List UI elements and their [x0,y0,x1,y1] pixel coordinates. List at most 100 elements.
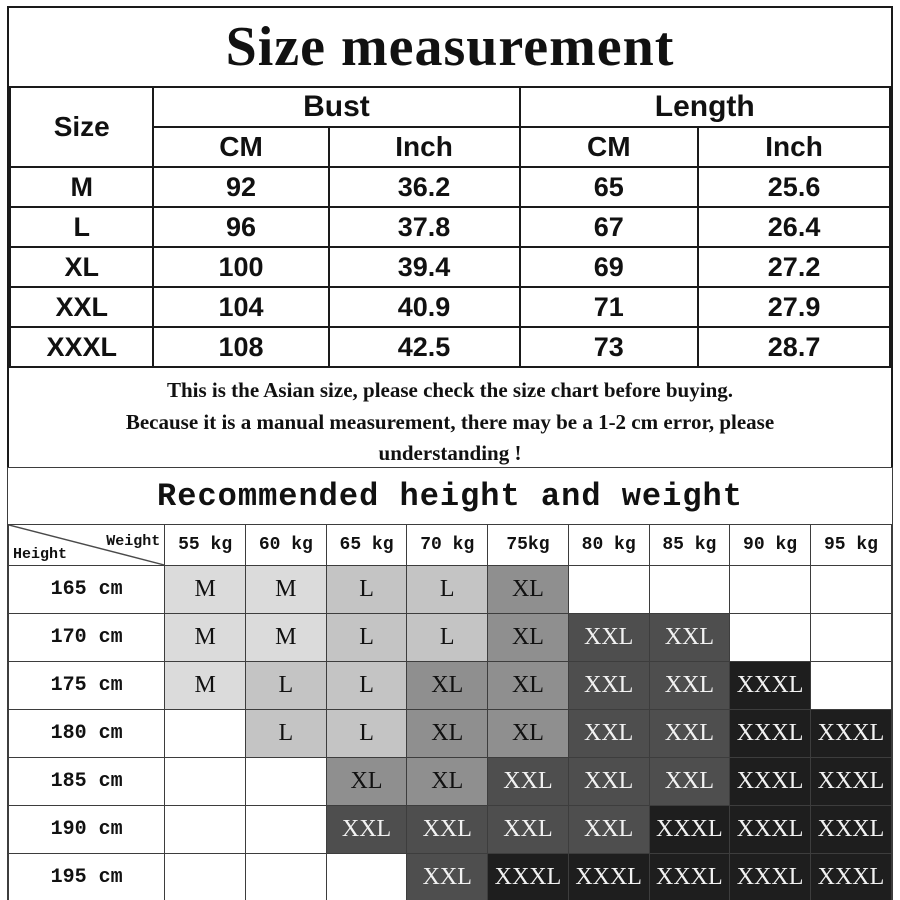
size-label: XXL [8,286,155,328]
measurement-cell: 40.9 [327,286,521,328]
fit-row: 195 cm XXL XXXL XXXL XXXL XXXL XXXL [7,853,893,900]
bust-group-header: Bust [152,86,521,128]
fit-cell: XXL [567,805,650,854]
measurement-cell: 96 [152,206,330,248]
fit-cell: XXXL [809,853,893,900]
fit-cell: L [325,613,408,662]
note-line: understanding ! [378,441,522,465]
fit-guide-panel: Recommended height and weight Weight Hei… [7,467,893,900]
weight-axis-label: Weight [106,533,161,550]
table-row: XL 100 39.4 69 27.2 [8,246,891,288]
length-inch-header: Inch [697,126,891,168]
fit-cell: XXXL [567,853,650,900]
unit-header-row: CM Inch CM Inch [10,126,891,168]
fit-cell [164,853,246,900]
fit-row: 170 cm M M L L XL XXL XXL [7,613,893,662]
bust-cm-header: CM [152,126,330,168]
fit-cell: XXXL [487,853,569,900]
fit-cell [809,613,893,662]
fit-cell: XL [406,661,489,710]
measurement-cell: 39.4 [327,246,521,288]
fit-cell: XL [325,757,408,806]
fit-cell: XXXL [729,853,811,900]
weight-header: 60 kg [244,524,327,566]
fit-cell [648,565,731,614]
fit-cell: L [244,709,327,758]
height-header: 185 cm [7,757,166,806]
measurement-cell: 71 [518,286,700,328]
height-weight-corner-cell: Weight Height [7,524,166,566]
fit-cell: XXXL [648,853,731,900]
measurement-cell: 37.8 [327,206,521,248]
measurement-cell: 92 [152,166,330,208]
measurement-cell: 100 [152,246,330,288]
group-header-row: Size Bust Length [8,86,891,168]
fit-cell: XXL [487,805,569,854]
fit-cell: M [164,613,246,662]
fit-cell: M [164,661,246,710]
fit-cell: XL [487,613,569,662]
fit-cell: XXXL [729,661,811,710]
fit-cell [244,805,327,854]
fit-cell [325,853,408,900]
fit-cell: L [406,613,489,662]
table-row: XXXL 108 42.5 73 28.7 [8,326,891,368]
length-group-header: Length [518,86,891,128]
size-label: XL [8,246,155,288]
fit-cell [164,757,246,806]
measurement-cell: 69 [518,246,700,288]
size-measurement-title: Size measurement [225,16,675,78]
fit-cell: XXL [325,805,408,854]
size-label: M [8,166,155,208]
fit-cell: XL [487,709,569,758]
fit-cell: XXXL [809,709,893,758]
size-label: L [8,206,155,248]
weight-header: 80 kg [567,524,650,566]
fit-cell: XXL [648,709,731,758]
fit-row: 190 cm XXL XXL XXL XXL XXXL XXXL XXXL [7,805,893,854]
fit-cell [729,613,811,662]
weight-header-row: Weight Height 55 kg 60 kg 65 kg 70 kg 75… [7,524,893,566]
measurement-cell: 27.2 [697,246,891,288]
length-cm-header: CM [518,126,700,168]
fit-cell: M [164,565,246,614]
measurement-cell: 26.4 [697,206,891,248]
height-axis-label: Height [13,546,68,563]
height-header: 165 cm [7,565,166,614]
fit-cell: L [325,661,408,710]
fit-cell: XXL [567,757,650,806]
measurement-cell: 104 [152,286,330,328]
fit-cell: XXXL [648,805,731,854]
fit-cell: XXL [487,757,569,806]
size-measurement-panel: Size measurement Size Bust Length CM Inc… [7,6,893,481]
fit-cell: XL [487,661,569,710]
weight-header: 95 kg [809,524,893,566]
measurement-cell: 65 [518,166,700,208]
fit-cell: XXL [406,805,489,854]
fit-row: 175 cm M L L XL XL XXL XXL XXXL [7,661,893,710]
fit-cell: M [244,565,327,614]
fit-cell: XL [487,565,569,614]
fit-cell: M [244,613,327,662]
size-label: XXXL [8,326,155,368]
fit-cell: XXL [648,757,731,806]
fit-cell: XXXL [809,757,893,806]
size-measurement-table: Size Bust Length CM Inch CM Inch M 92 36… [8,86,891,368]
size-column-header: Size [8,86,155,168]
fit-cell: XXL [567,613,650,662]
height-header: 195 cm [7,853,166,900]
measurement-cell: 28.7 [697,326,891,368]
height-header: 180 cm [7,709,166,758]
table-row: M 92 36.2 65 25.6 [8,166,891,208]
fit-cell: XXL [648,661,731,710]
fit-guide-title: Recommended height and weight [157,477,743,515]
fit-cell [164,805,246,854]
weight-header: 70 kg [406,524,489,566]
table-row: L 96 37.8 67 26.4 [8,206,891,248]
fit-cell: XL [406,709,489,758]
measurement-cell: 67 [518,206,700,248]
fit-cell: XXL [567,661,650,710]
measurement-cell: 42.5 [327,326,521,368]
note-line: This is the Asian size, please check the… [166,378,733,402]
fit-cell: XXL [567,709,650,758]
